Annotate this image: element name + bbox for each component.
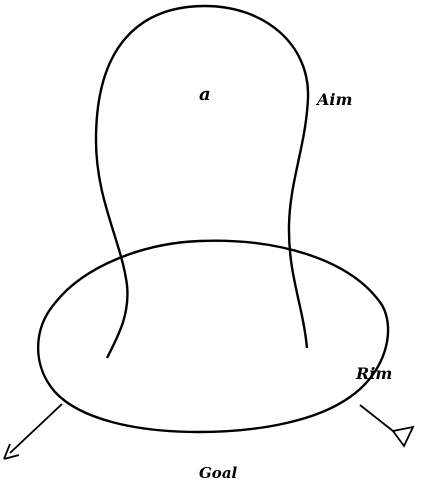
rim-loop xyxy=(37,239,390,434)
label-goal: Goal xyxy=(199,464,238,482)
rim-exit-triangle xyxy=(391,425,415,448)
label-aim: Aim xyxy=(317,90,353,109)
goal-arrowhead xyxy=(3,443,20,460)
aim-loop xyxy=(94,4,310,359)
label-a: a xyxy=(199,84,211,105)
rim-exit-line xyxy=(359,404,394,432)
goal-arrow-line xyxy=(9,403,63,454)
label-rim: Rim xyxy=(356,364,393,383)
